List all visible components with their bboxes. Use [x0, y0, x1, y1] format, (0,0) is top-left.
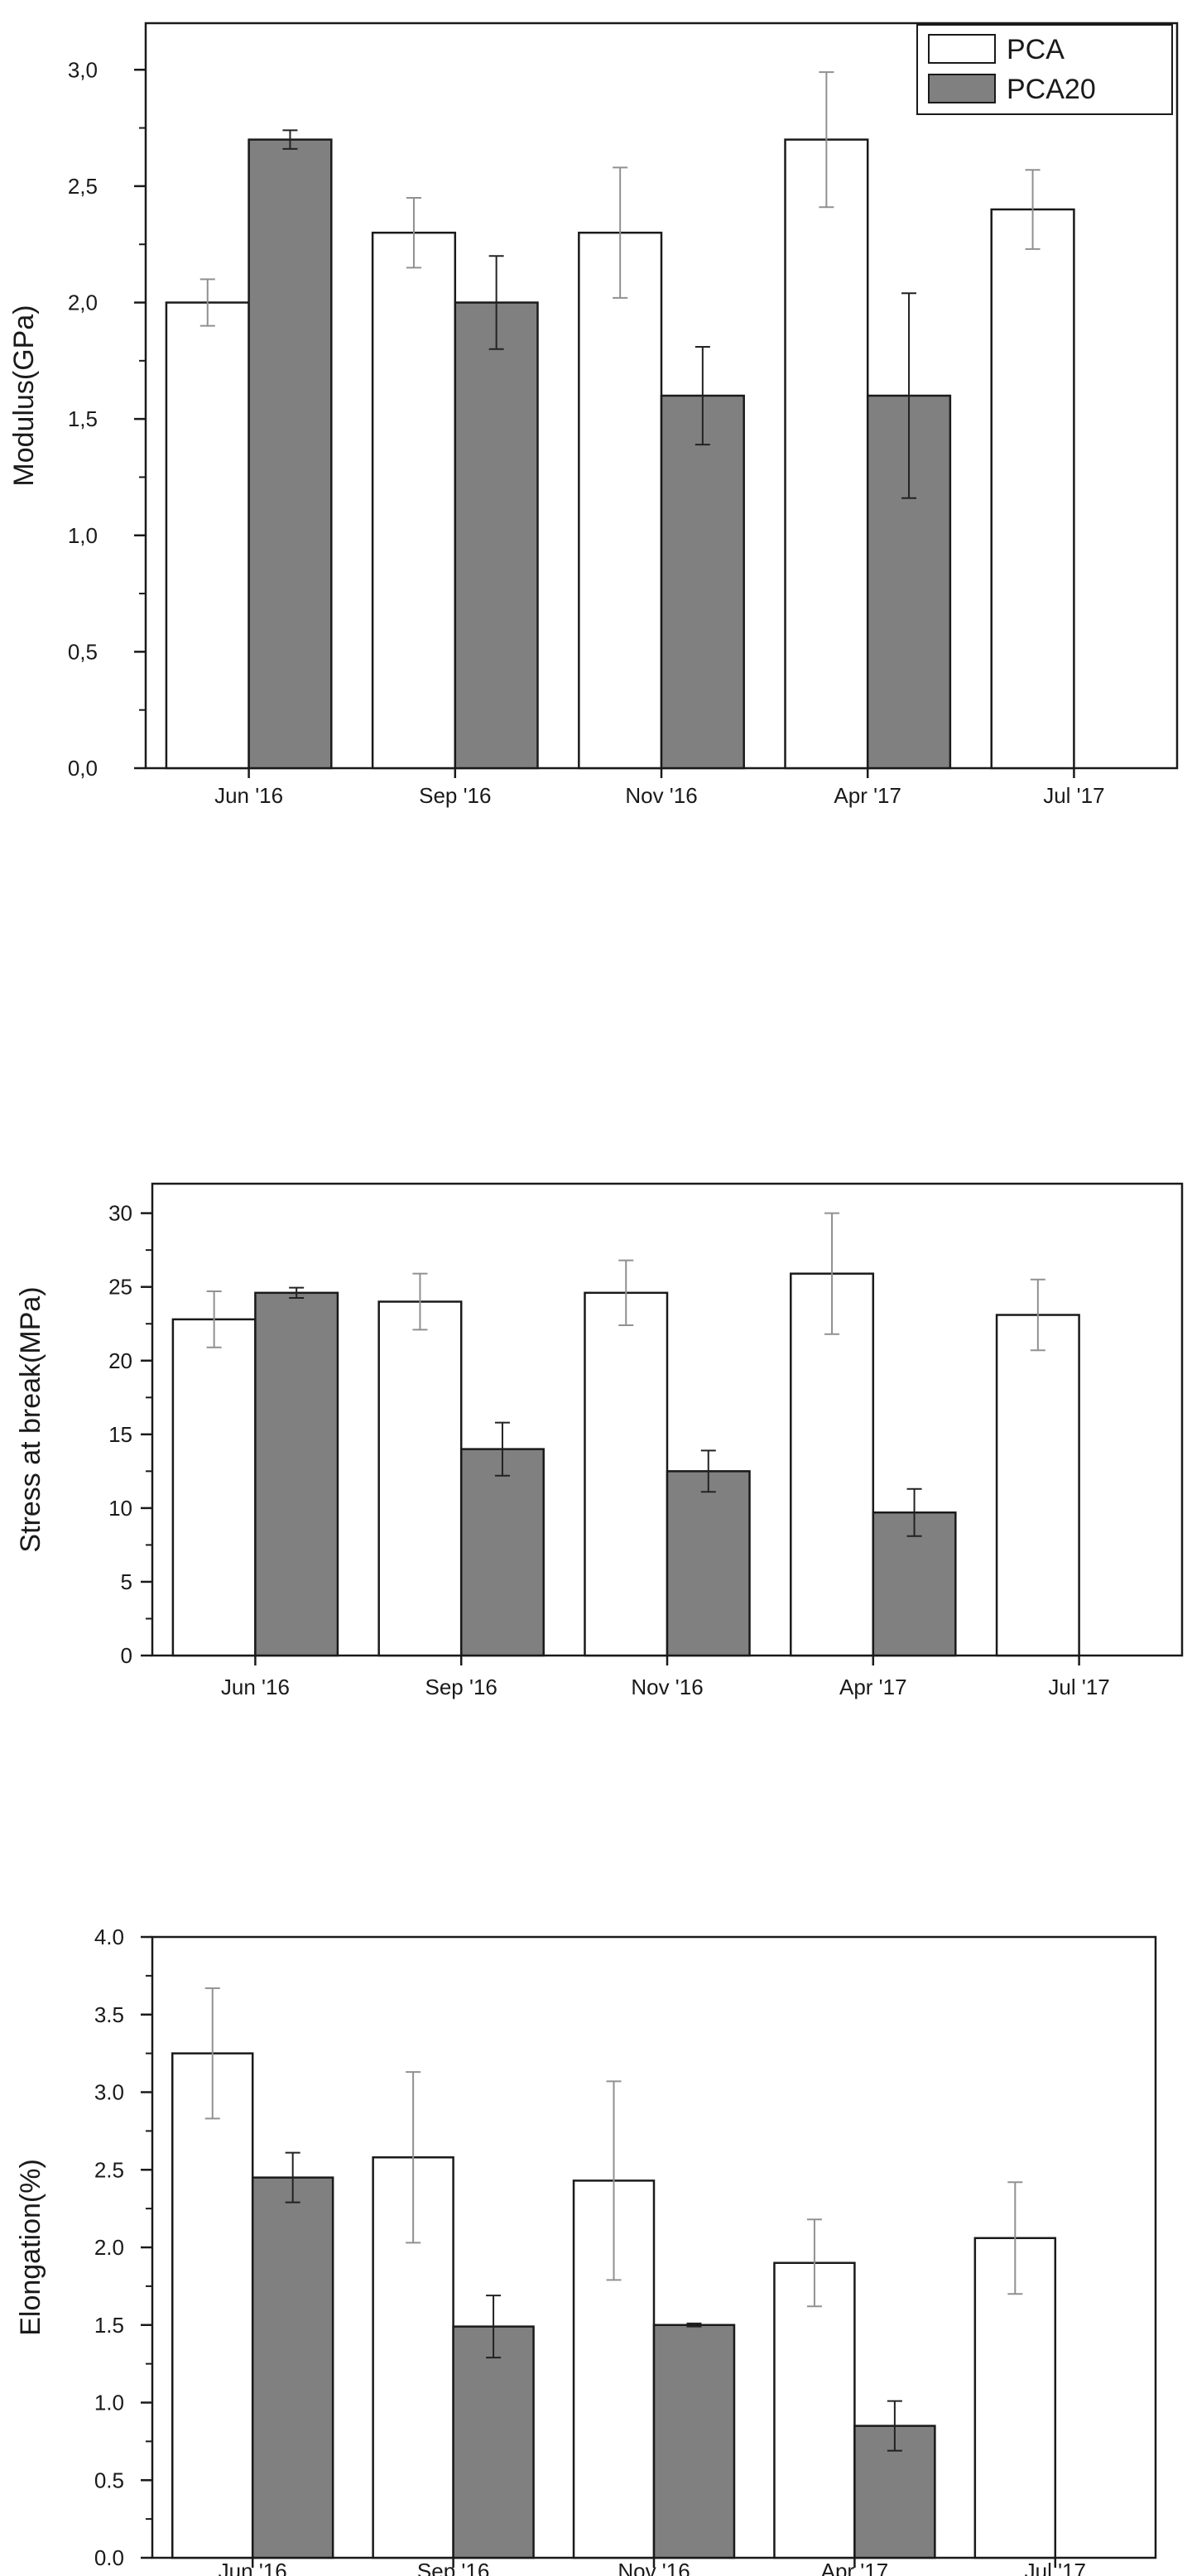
legend: PCA PCA20	[916, 24, 1173, 115]
y-tick-label: 0.0	[94, 2545, 124, 2570]
legend-label-pca20: PCA20	[1007, 74, 1096, 105]
y-tick-label: 3.5	[94, 2002, 124, 2027]
bar-pca-4	[784, 138, 869, 770]
x-tick-label: Nov '16	[631, 1675, 703, 1699]
bar-pca-4	[790, 1272, 875, 1657]
bar-pca20-1	[251, 2176, 334, 2559]
x-tick-label: Sep '16	[417, 2559, 489, 2576]
x-tick-label: Sep '16	[419, 783, 491, 808]
y-tick-label: 0	[121, 1643, 132, 1668]
chart-panel-1: 0,0 0,5 1,0 1,5 2,0 2,5 3,0 Modulus(GPa) Jun '16…	[8, 22, 1179, 808]
y-tick-label: 1,0	[68, 523, 98, 548]
y-tick-label: 0,0	[68, 756, 98, 781]
y-tick-label: 0.5	[94, 2468, 124, 2492]
legend-label-pca: PCA	[1007, 34, 1065, 65]
bar-pca20-2	[452, 2325, 535, 2559]
y-tick-label: 1.0	[94, 2391, 124, 2415]
y-tick-label: 3,0	[68, 57, 98, 82]
x-tick-label: Jul '17	[1048, 1675, 1109, 1699]
chart-panel-3: 0.0 0.5 1.0 1.5 2.0 2.5 3.0 3.5 4.0 Elongation(%)…	[15, 1925, 1157, 2576]
bar-pca20-3	[652, 2324, 736, 2559]
bar-pca20-2	[454, 301, 539, 770]
x-tick-label: Apr '17	[821, 2559, 889, 2576]
y-axis-title: Stress at break(MPa)	[15, 1286, 46, 1552]
x-tick-label: Apr '17	[839, 1675, 907, 1699]
y-tick-label: 1.5	[94, 2313, 124, 2338]
y-tick-label: 1,5	[68, 406, 98, 431]
x-tick-label: Jun '16	[214, 783, 283, 808]
x-tick-label: Jun '16	[221, 1675, 290, 1699]
bar-pca-4	[773, 2261, 856, 2559]
y-tick-label: 10	[108, 1496, 132, 1521]
bar-pca-1	[165, 301, 250, 770]
x-tick-label: Sep '16	[425, 1675, 497, 1699]
y-tick-label: 2.5	[94, 2157, 124, 2182]
x-tick-label: Nov '16	[625, 783, 697, 808]
bar-pca20-1	[254, 1291, 339, 1657]
bar-pca20-2	[459, 1448, 545, 1657]
y-tick-label: 2,5	[68, 174, 98, 199]
x-tick-label: Jul '17	[1043, 783, 1104, 808]
y-tick-label: 4.0	[94, 1925, 124, 1949]
y-tick-label: 2.0	[94, 2235, 124, 2260]
y-tick-label: 5	[121, 1569, 132, 1594]
y-tick-label: 3.0	[94, 2080, 124, 2105]
legend-swatch-pca20	[928, 74, 996, 103]
y-axis-title: Elongation(%)	[15, 2159, 46, 2336]
bar-pca-3	[578, 231, 663, 770]
x-tick-label: Jul '17	[1025, 2559, 1086, 2576]
bar-pca-3	[584, 1291, 669, 1657]
bar-pca20-3	[660, 394, 745, 770]
bar-pca20-3	[666, 1470, 751, 1657]
bar-pca-1	[171, 2052, 254, 2559]
y-tick-label: 15	[108, 1422, 132, 1447]
bar-pca-5	[995, 1314, 1080, 1657]
legend-swatch-pca	[928, 34, 996, 64]
x-tick-label: Jun '16	[219, 2559, 287, 2576]
bar-pca-2	[371, 231, 457, 770]
chart-panel-2: 0 5 10 15 20 25 30 Stress at break(MPa) Jun '16 S…	[15, 1182, 1184, 1699]
y-axis-title: Modulus(GPa)	[8, 305, 40, 486]
x-tick-label: Nov '16	[618, 2559, 690, 2576]
bar-pca-1	[171, 1318, 257, 1657]
y-tick-label: 20	[108, 1348, 132, 1373]
y-tick-label: 0,5	[68, 639, 98, 664]
x-tick-label: Apr '17	[834, 783, 901, 808]
y-tick-label: 30	[108, 1201, 132, 1226]
bar-pca20-1	[248, 138, 333, 770]
bar-pca-5	[990, 208, 1075, 770]
bar-pca-2	[377, 1300, 463, 1657]
y-tick-label: 25	[108, 1275, 132, 1300]
y-tick-label: 2,0	[68, 291, 98, 315]
